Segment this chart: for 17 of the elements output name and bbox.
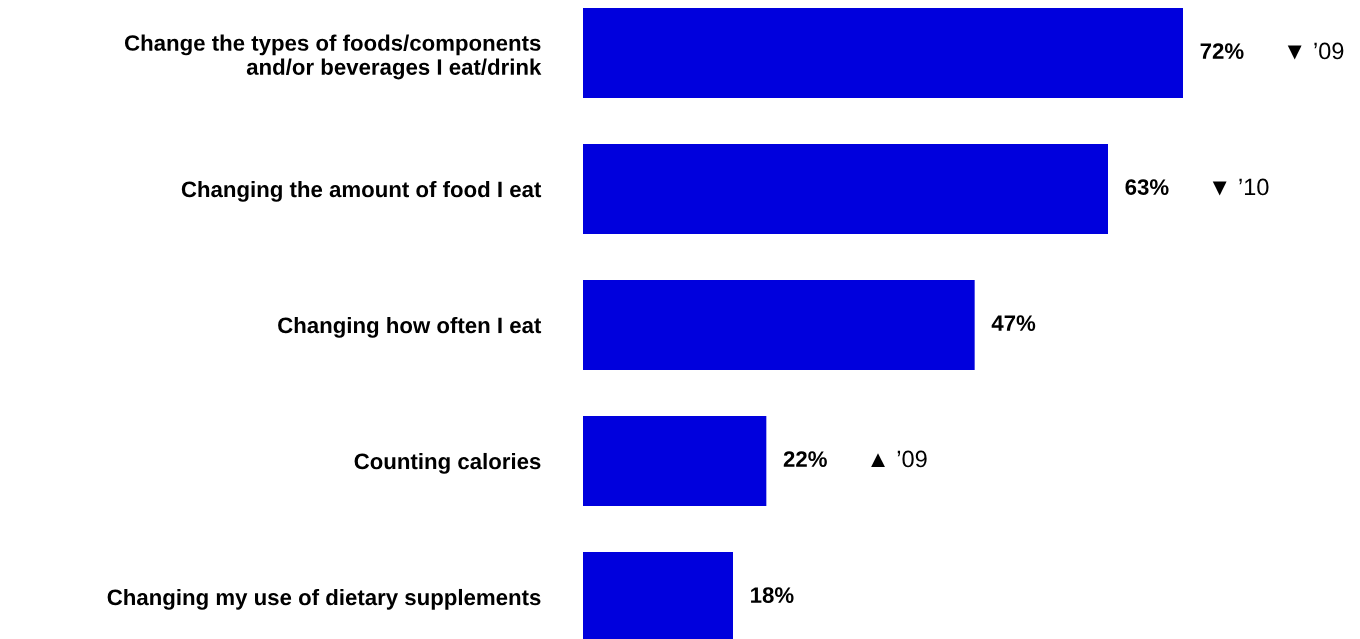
data-label: 63% [1125,179,1169,195]
y-tick-label: Changing how often I eat [278,316,542,338]
bar [583,416,767,506]
data-label: 72% [1200,43,1244,59]
bar [583,8,1183,98]
y-tick-label: Counting calories [354,452,541,474]
bar [583,144,1108,234]
y-tick-label: Changing the amount of food I eat [181,180,542,202]
annotation: ▲ ’09 [871,450,927,468]
data-label: 47% [991,315,1036,331]
bar [583,280,975,370]
text: ▼ ’09 [1287,42,1344,60]
text: ▼ ’10 [1212,178,1269,196]
data-label: 22% [783,451,827,467]
y-tick-label: Changing my use of dietary supplements [107,588,541,610]
y-tick-label: Change the types of foods/components and/or beverages I eat/drink [124,34,542,80]
data-label: 18% [751,587,794,603]
